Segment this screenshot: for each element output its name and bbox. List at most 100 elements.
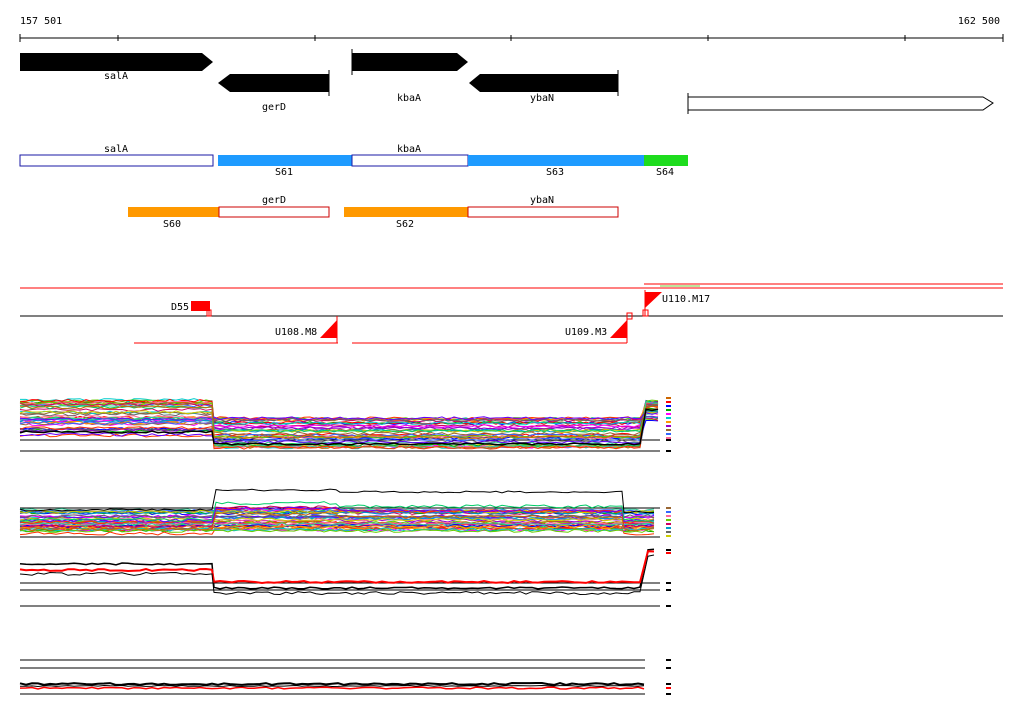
segment-track-1: salA S61 kbaA S63 S64 bbox=[19, 144, 688, 178]
ruler-start-label: 157 501 bbox=[20, 16, 62, 27]
feature-anchor bbox=[642, 309, 649, 317]
feature-U108.M8[interactable]: U108.M8 bbox=[134, 316, 338, 344]
expression-panel-3 bbox=[19, 548, 671, 607]
expression-profile-line bbox=[19, 403, 659, 438]
feature-label: U108.M8 bbox=[275, 327, 317, 338]
panel-scale-tick bbox=[666, 605, 671, 607]
expression-profile-line bbox=[20, 510, 655, 515]
ruler-end-label: 162 500 bbox=[958, 16, 1000, 27]
expression-profile-line bbox=[19, 512, 655, 532]
feature-D55[interactable]: D55 bbox=[171, 301, 212, 317]
gene-box-kbaA[interactable] bbox=[351, 154, 469, 167]
segment-label: S63 bbox=[546, 167, 564, 178]
segment-S61[interactable] bbox=[218, 155, 352, 166]
panel-scale-tick bbox=[666, 507, 671, 509]
feature-U110.M17[interactable]: U110.M17 bbox=[642, 290, 710, 317]
feature-flag[interactable] bbox=[191, 301, 210, 311]
expression-profile-line bbox=[19, 400, 658, 448]
expression-profile-line bbox=[19, 488, 655, 514]
gene-unnamed[interactable] bbox=[687, 93, 994, 114]
panel-scale-tick bbox=[666, 552, 671, 554]
expression-profile-line bbox=[19, 528, 655, 533]
panel-scale-tick bbox=[666, 589, 671, 591]
expression-profile-line bbox=[20, 410, 659, 445]
feature-label: D55 bbox=[171, 302, 189, 313]
feature-U109.M3[interactable]: U109.M3 bbox=[352, 312, 633, 344]
feature-flag[interactable] bbox=[645, 292, 662, 308]
panel-scale-tick bbox=[666, 531, 671, 533]
gene-box-salA[interactable] bbox=[19, 154, 214, 167]
panel-scale-tick bbox=[666, 683, 671, 685]
gene-arrow-outline[interactable] bbox=[687, 96, 994, 111]
panel-scale-tick bbox=[666, 429, 671, 431]
panel-scale-tick bbox=[666, 413, 671, 415]
gene-arrow-reverse[interactable] bbox=[218, 74, 329, 92]
gene-arrow-forward[interactable] bbox=[352, 53, 468, 71]
expression-profile-line bbox=[19, 686, 645, 690]
expression-profile-line bbox=[19, 405, 659, 450]
expression-profile-line bbox=[19, 410, 659, 426]
feature-flag[interactable] bbox=[320, 320, 337, 338]
panel-scale-tick bbox=[666, 687, 671, 689]
segment-track-2: S60 gerD S62 ybaN bbox=[128, 195, 619, 230]
gene-label: ybaN bbox=[530, 93, 554, 104]
panel-scale-tick bbox=[666, 439, 671, 441]
panel-scale-tick bbox=[666, 582, 671, 584]
expression-profile-line bbox=[19, 410, 659, 442]
panel-scale-tick bbox=[666, 437, 671, 439]
feature-anchor bbox=[206, 309, 212, 317]
segment-label: S60 bbox=[163, 219, 181, 230]
segment-label: kbaA bbox=[397, 144, 421, 155]
feature-track: D55 U108.M8 U109.M3 U110.M17 bbox=[20, 283, 1003, 344]
segment-label: S62 bbox=[396, 219, 414, 230]
segment-S62[interactable] bbox=[344, 207, 468, 217]
gene-arrow-forward[interactable] bbox=[20, 53, 213, 71]
panel-scale-tick bbox=[666, 417, 671, 419]
gene-label: kbaA bbox=[397, 93, 421, 104]
expression-profile-line bbox=[19, 509, 655, 514]
feature-anchor bbox=[626, 312, 633, 320]
expression-profile-line bbox=[19, 408, 659, 446]
coordinate-ruler: 157 501 162 500 bbox=[19, 16, 1004, 42]
gene-track: salA gerD kbaA ybaN bbox=[20, 49, 994, 114]
expression-panel-4 bbox=[19, 659, 671, 695]
panel-scale-tick bbox=[666, 397, 671, 399]
gene-box-ybaN[interactable] bbox=[467, 206, 619, 218]
panel-scale-tick bbox=[666, 667, 671, 669]
gene-label: salA bbox=[104, 71, 128, 82]
expression-profile-line bbox=[19, 550, 655, 585]
expression-profile-line bbox=[19, 501, 655, 522]
segment-S63[interactable] bbox=[468, 155, 644, 166]
feature-label: U110.M17 bbox=[662, 294, 710, 305]
segment-S64[interactable] bbox=[644, 155, 688, 166]
panel-scale-tick bbox=[666, 693, 671, 695]
segment-S60[interactable] bbox=[128, 207, 219, 217]
segment-label: gerD bbox=[262, 195, 286, 206]
gene-arrow-reverse[interactable] bbox=[469, 74, 618, 92]
segment-label: ybaN bbox=[530, 195, 554, 206]
gene-kbaA[interactable]: kbaA bbox=[351, 49, 468, 104]
gene-salA[interactable]: salA bbox=[20, 53, 213, 82]
panel-scale-tick bbox=[666, 659, 671, 661]
expression-profile-line bbox=[19, 548, 655, 590]
gene-box-gerD[interactable] bbox=[218, 206, 330, 218]
panel-scale-tick bbox=[666, 433, 671, 435]
expression-profile-line bbox=[19, 506, 655, 523]
panel-scale-tick bbox=[666, 511, 671, 513]
segment-label: salA bbox=[104, 144, 128, 155]
expression-panel-2 bbox=[19, 488, 671, 538]
gene-gerD[interactable]: gerD bbox=[218, 70, 330, 113]
gene-ybaN[interactable]: ybaN bbox=[469, 70, 619, 104]
panel-scale-tick bbox=[666, 421, 671, 423]
panel-scale-tick bbox=[666, 515, 671, 517]
panel-scale-tick bbox=[666, 450, 671, 452]
expression-profile-line bbox=[20, 684, 645, 688]
panel-scale-tick bbox=[666, 401, 671, 403]
expression-profile-line bbox=[19, 522, 655, 527]
feature-flag[interactable] bbox=[610, 320, 627, 338]
panel-scale-tick bbox=[666, 519, 671, 521]
expression-panel-1 bbox=[19, 397, 671, 452]
feature-label: U109.M3 bbox=[565, 327, 607, 338]
expression-profile-line bbox=[19, 404, 659, 432]
